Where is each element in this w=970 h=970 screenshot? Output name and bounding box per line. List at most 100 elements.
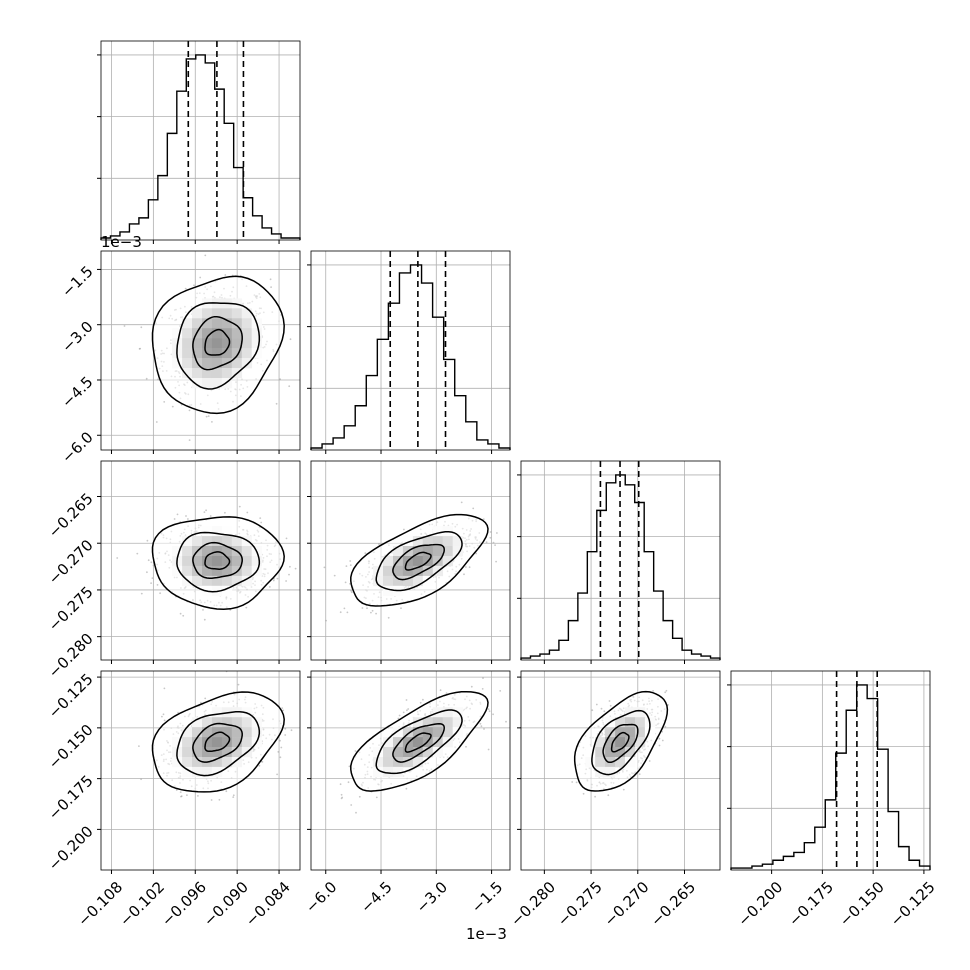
sample-point: [205, 509, 208, 512]
sample-point: [370, 611, 372, 614]
sample-point: [482, 518, 485, 520]
sample-point: [535, 694, 537, 696]
panel-frame: [100, 460, 301, 661]
sample-point: [658, 744, 661, 747]
sample-point: [378, 543, 380, 545]
sample-point: [347, 781, 350, 784]
sample-point: [140, 326, 143, 329]
sample-point: [176, 513, 179, 516]
sample-point: [340, 793, 343, 796]
sample-point: [171, 405, 174, 408]
contour-line-1: [375, 531, 463, 592]
sample-point: [350, 804, 353, 806]
sample-point: [185, 515, 187, 517]
sample-point: [505, 720, 507, 723]
sample-point: [665, 689, 668, 692]
y-tick-label: −0.150: [45, 721, 97, 773]
contour-line-0: [573, 690, 669, 792]
x-tick-label: −1.5: [468, 878, 506, 916]
sample-point: [186, 794, 188, 796]
sample-point: [284, 734, 287, 736]
sample-point: [398, 714, 401, 717]
sample-point: [232, 796, 235, 798]
sample-point: [487, 708, 490, 711]
sample-point: [276, 577, 279, 580]
scatter-panel-1-0: [97, 250, 301, 454]
sample-point: [232, 794, 235, 797]
sample-point: [661, 739, 664, 742]
sample-point: [260, 521, 263, 524]
sample-point: [163, 719, 166, 722]
sample-point: [197, 795, 199, 797]
sample-point: [403, 528, 405, 531]
sample-point: [123, 325, 126, 327]
sample-point: [499, 690, 502, 692]
sample-point: [465, 566, 467, 568]
panel-frame: [310, 670, 511, 871]
sample-point: [571, 781, 574, 783]
histogram-panel-0: [97, 40, 301, 244]
sample-point: [140, 778, 143, 781]
sample-point: [289, 338, 292, 341]
sample-point: [225, 790, 228, 793]
sample-point: [608, 700, 611, 702]
sample-point: [146, 571, 148, 574]
x-tick-label: −0.275: [554, 878, 606, 930]
sample-point: [468, 566, 471, 569]
sample-point: [591, 709, 594, 712]
sample-point: [151, 577, 154, 579]
sample-point: [405, 699, 408, 701]
contour-line-2: [602, 723, 639, 764]
x-tick-label: −0.125: [887, 878, 939, 930]
sample-point: [333, 574, 336, 577]
sample-point: [159, 592, 162, 595]
sample-point: [496, 532, 498, 534]
sample-point: [288, 385, 291, 388]
sample-point: [138, 745, 140, 747]
sample-point: [638, 773, 641, 775]
sample-point: [460, 501, 463, 504]
sample-point: [344, 581, 347, 584]
sample-point: [407, 708, 410, 710]
sample-point: [179, 612, 182, 615]
panel-content: [101, 671, 300, 870]
sample-point: [289, 565, 291, 568]
sample-point: [375, 612, 377, 615]
sample-point: [211, 421, 213, 423]
sample-point: [483, 728, 485, 730]
contour-line-3: [204, 328, 231, 356]
y-tick-label: −0.275: [45, 583, 97, 635]
x-tick-label: −6.0: [302, 878, 340, 916]
sample-point: [492, 713, 494, 716]
sample-point: [288, 573, 290, 576]
panel-content: [101, 251, 300, 450]
sample-point: [354, 750, 357, 752]
sample-point: [349, 564, 352, 566]
sample-point: [406, 709, 408, 712]
sample-point: [284, 727, 287, 730]
sample-point: [664, 725, 667, 728]
contour-line-3: [404, 551, 432, 571]
contour-line-1: [176, 531, 261, 593]
contour-line-1: [176, 711, 261, 777]
sample-point: [268, 586, 271, 588]
sample-point: [439, 689, 442, 692]
y-tick-label: −0.265: [45, 489, 97, 541]
contour-line-0: [151, 275, 285, 415]
panel-frame: [100, 40, 301, 241]
sample-point: [350, 589, 352, 592]
sample-point: [279, 378, 281, 381]
sample-point: [156, 584, 159, 586]
contour-line-2: [392, 543, 445, 581]
sample-point: [279, 739, 281, 742]
panel-frame: [100, 670, 301, 871]
panel-frame: [100, 250, 301, 451]
sample-point: [652, 690, 654, 692]
sample-point: [470, 685, 473, 688]
sample-point: [488, 710, 491, 713]
sample-point: [157, 378, 160, 381]
sample-point: [402, 711, 405, 714]
sample-point: [400, 607, 402, 610]
sample-point: [140, 592, 143, 595]
